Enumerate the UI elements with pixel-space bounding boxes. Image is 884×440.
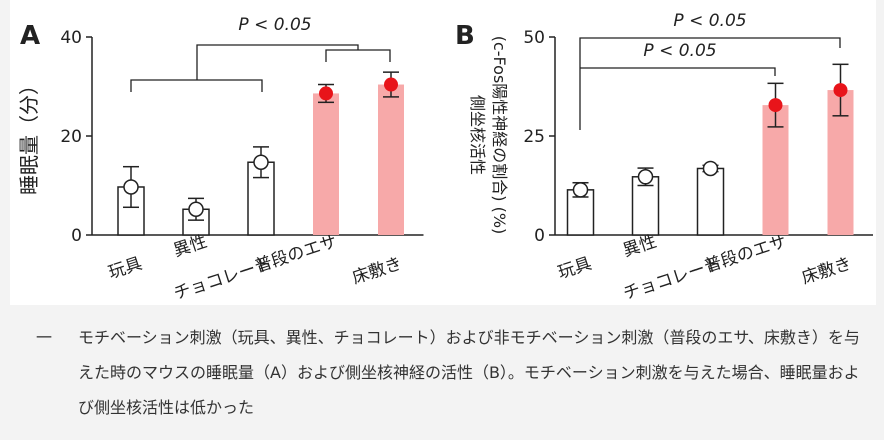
panel-background bbox=[10, 0, 876, 305]
significance-bracket bbox=[580, 67, 776, 76]
y-tick-label: 0 bbox=[71, 226, 82, 246]
bar bbox=[631, 176, 660, 236]
y-axis-label: 側坐核活性 bbox=[468, 95, 487, 175]
y-tick-label: 20 bbox=[60, 127, 82, 147]
panel-letter: B bbox=[455, 21, 475, 51]
mean-marker bbox=[833, 83, 848, 98]
annotation: P < 0.05 bbox=[238, 15, 311, 35]
mean-marker bbox=[123, 179, 139, 195]
caption-text: モチベーション刺激（玩具、異性、チョコレート）および非モチベーション刺激（普段の… bbox=[78, 328, 860, 417]
mean-marker bbox=[319, 86, 333, 101]
annotation: P < 0.05 bbox=[673, 11, 746, 31]
y-tick-label: 50 bbox=[523, 28, 545, 48]
bar bbox=[313, 93, 339, 236]
y-axis-label: 睡眠量（分） bbox=[17, 75, 41, 195]
significance-bracket bbox=[196, 44, 359, 80]
annotation: P < 0.05 bbox=[643, 41, 716, 61]
y-tick-label: 0 bbox=[534, 226, 545, 246]
y-tick-label: 40 bbox=[60, 28, 82, 48]
mean-marker bbox=[768, 98, 783, 113]
y-tick-label: 25 bbox=[523, 127, 545, 147]
mean-marker bbox=[188, 201, 204, 218]
mean-marker bbox=[702, 160, 719, 177]
mean-marker bbox=[637, 169, 654, 185]
mean-marker bbox=[384, 77, 398, 92]
y-axis-label: (c-Fos陽性神経の割合) (%) bbox=[490, 36, 509, 235]
bar bbox=[696, 167, 725, 236]
mean-marker bbox=[253, 154, 269, 170]
significance-bracket bbox=[579, 37, 841, 130]
mean-marker bbox=[572, 182, 589, 198]
panel-letter: A bbox=[20, 21, 40, 51]
significance-bracket bbox=[325, 49, 391, 62]
bar bbox=[378, 84, 404, 236]
caption-marker: 一 bbox=[36, 328, 53, 347]
